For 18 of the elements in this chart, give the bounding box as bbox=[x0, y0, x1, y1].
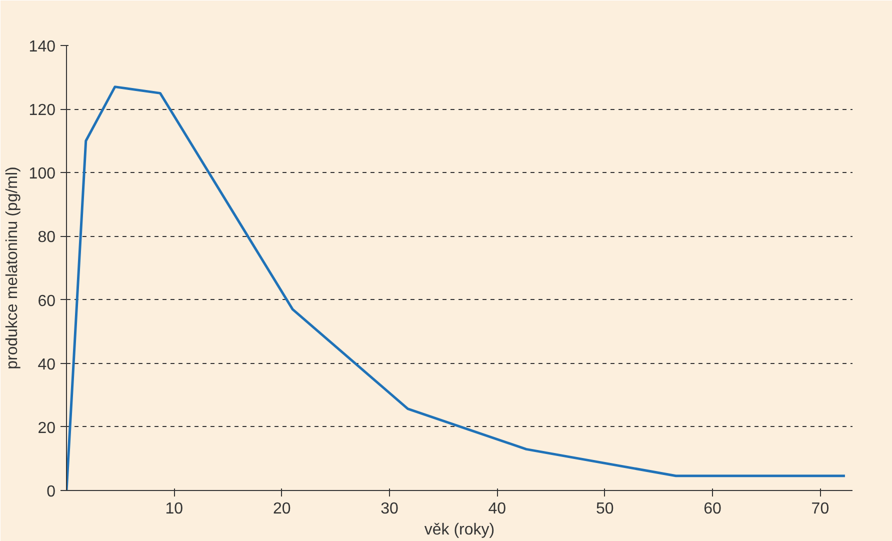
y-tick-label: 60 bbox=[38, 292, 56, 310]
y-axis-title: produkce melatoninu (pg/ml) bbox=[4, 166, 21, 370]
x-tick-label: 70 bbox=[811, 500, 830, 518]
y-tick-label: 40 bbox=[38, 356, 56, 374]
line-series bbox=[66, 86, 846, 490]
y-tick-label: 100 bbox=[28, 166, 56, 183]
x-tick-label: 50 bbox=[596, 500, 614, 518]
y-tick-label: 0 bbox=[46, 484, 56, 500]
x-tick-label: 40 bbox=[488, 500, 506, 518]
x-tick-label: 20 bbox=[272, 500, 291, 518]
x-tick-label: 30 bbox=[380, 500, 399, 518]
x-axis-title: věk (roky) bbox=[424, 522, 495, 538]
y-tick-label: 140 bbox=[28, 38, 56, 56]
x-tick-label: 60 bbox=[704, 500, 722, 518]
x-tick-label: 10 bbox=[165, 500, 184, 518]
y-tick-label: 80 bbox=[38, 229, 56, 246]
y-tick-label: 120 bbox=[28, 102, 56, 120]
y-tick-label: 20 bbox=[38, 420, 56, 437]
